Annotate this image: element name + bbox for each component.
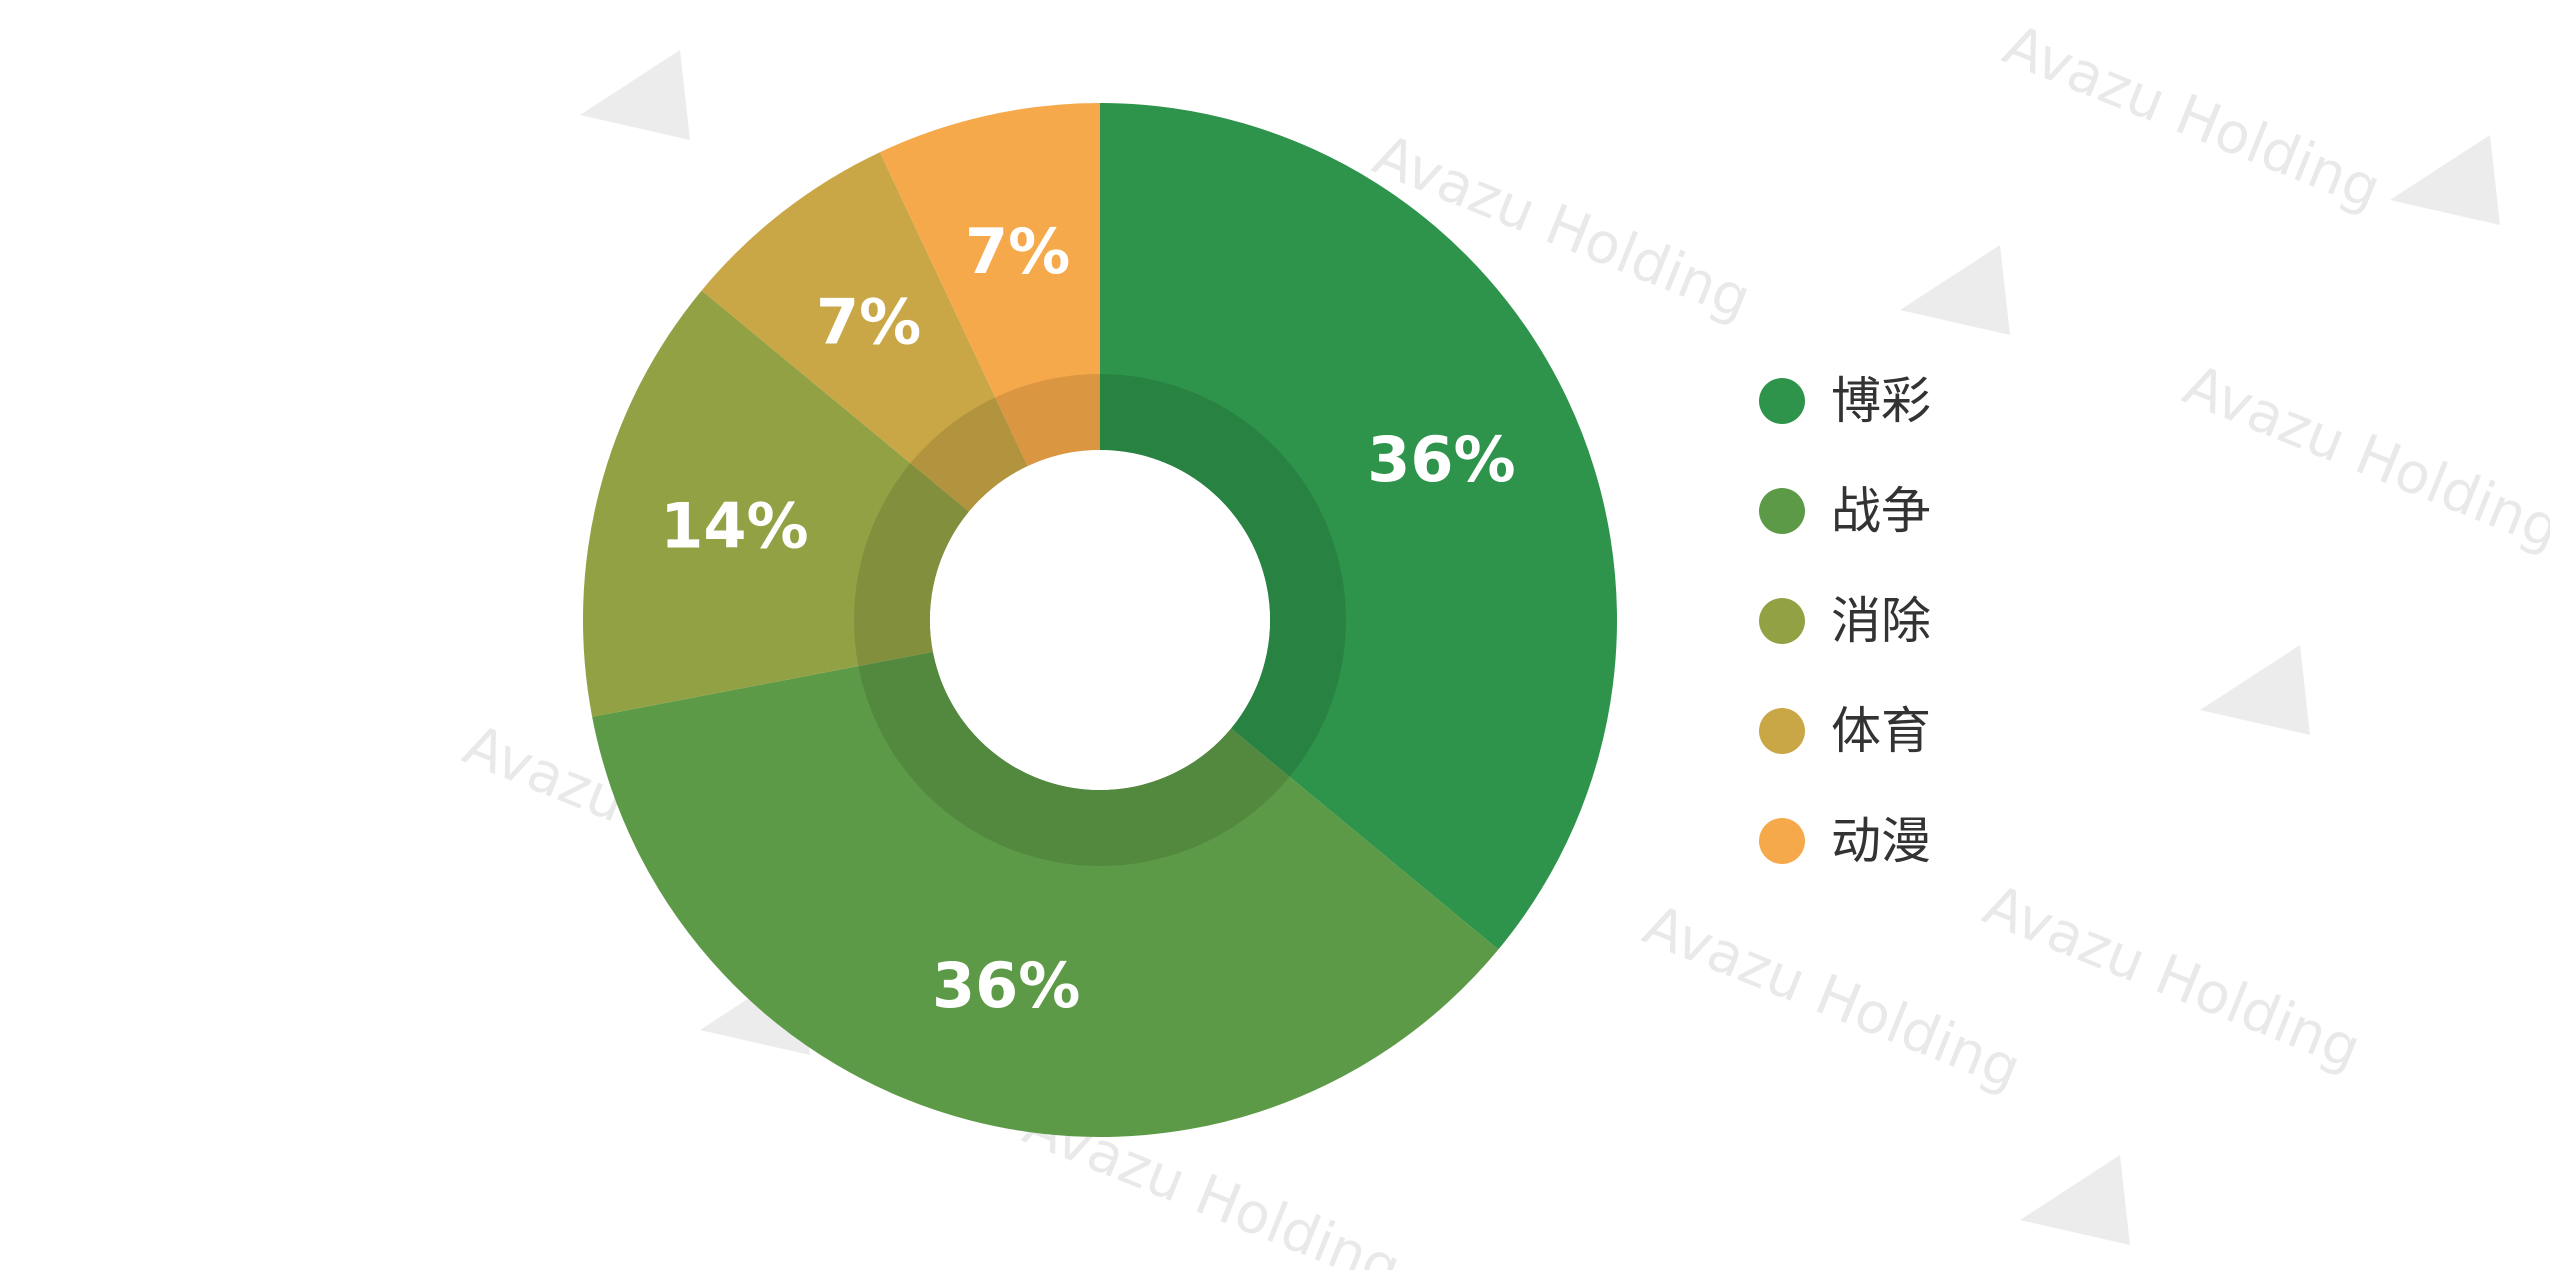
watermark-logo-icon [2200, 645, 2310, 735]
slice-label-2: 36% [932, 949, 1080, 1022]
slice-labels: 36% 36% 14% 7% 7% [660, 215, 1515, 1022]
slice-1 [1100, 103, 1617, 950]
slice-4 [701, 152, 1028, 512]
watermark-logo-icon [2390, 135, 2500, 225]
watermark-logo-icon [580, 50, 690, 140]
slice-label-5: 7% [965, 215, 1070, 288]
slice-label-3: 14% [660, 490, 808, 563]
legend-marker-3 [1759, 598, 1805, 644]
legend-marker-4 [1759, 708, 1805, 754]
slice-label-4: 7% [816, 285, 921, 358]
legend-label-2: 战争 [1831, 482, 1931, 540]
legend-label-1: 博彩 [1831, 372, 1931, 430]
legend-marker-5 [1759, 818, 1805, 864]
legend-label-4: 体育 [1831, 702, 1931, 760]
watermark-logo-icon [2020, 1155, 2130, 1245]
watermark-text: Avazu Holding [1995, 13, 2390, 223]
legend-label-5: 动漫 [1831, 812, 1931, 870]
slice-3 [582, 290, 970, 717]
legend-label-3: 消除 [1831, 592, 1931, 650]
donut-slices [582, 103, 1617, 1137]
donut-inner-shadow [854, 374, 1346, 866]
watermark-logo-icon [1900, 245, 2010, 335]
slice-label-1: 36% [1367, 423, 1515, 496]
slice-2 [592, 651, 1499, 1137]
watermark-text: Avazu Holding [1635, 893, 2030, 1103]
donut-hole [930, 450, 1270, 790]
slice-5 [879, 103, 1100, 467]
watermark-text: Avazu Holding [1975, 873, 2370, 1083]
watermark-text: Avazu Holding [2175, 353, 2550, 563]
inner-shadow-ring [854, 374, 1346, 866]
legend-marker-2 [1759, 488, 1805, 534]
legend-marker-1 [1759, 378, 1805, 424]
